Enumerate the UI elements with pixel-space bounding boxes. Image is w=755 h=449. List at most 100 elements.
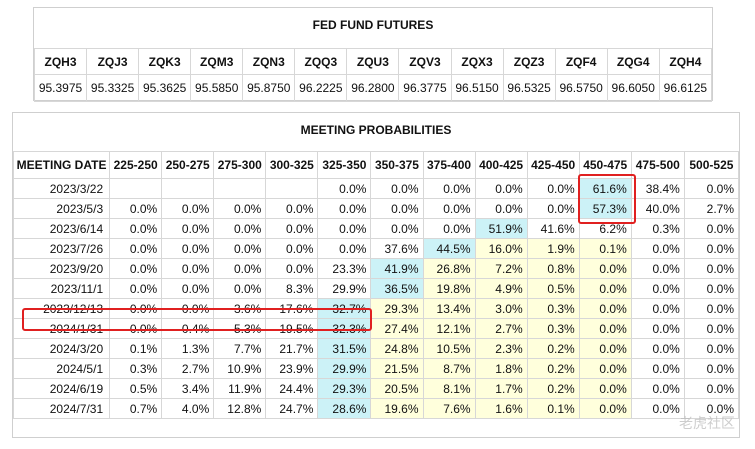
probability-cell: 23.9% [265,358,319,379]
probability-cell: 8.1% [422,378,476,399]
rate-range-header: 350-375 [370,151,424,179]
probability-cell: 10.9% [213,358,267,379]
probability-cell: 0.0% [109,238,163,259]
probability-cell: 0.0% [578,378,632,399]
probability-cell: 0.0% [213,238,267,259]
probability-cell: 12.1% [422,318,476,339]
probability-cell: 32.3% [317,318,372,339]
probability-cell: 0.0% [317,178,372,199]
probability-cell: 19.6% [370,398,424,419]
rate-range-header: 475-500 [630,151,685,179]
probability-cell: 0.0% [578,398,632,419]
probability-cell: 2.7% [474,318,528,339]
meeting-date-cell: 2023/3/22 [12,178,111,199]
probability-cell: 0.0% [317,198,372,219]
probability-cell: 11.9% [213,378,267,399]
fed-futures-header-row: ZQH3 ZQJ3 ZQK3 ZQM3 ZQN3 ZQQ3 ZQU3 ZQV3 ZQX3 ZQZ3… [33,48,713,75]
probability-cell: 0.5% [526,278,580,299]
probability-cell: 37.6% [370,238,424,259]
table-row: 2023/9/20 0.0% 0.0% 0.0% 0.0% 23.3% 41.9% 26.8%… [12,258,740,279]
contract-price: 95.3625 [138,74,192,102]
probability-cell: 0.0% [683,338,740,359]
rate-range-header: 400-425 [474,151,528,179]
contract-price: 96.6050 [606,74,660,102]
probability-cell: 10.5% [422,338,476,359]
probability-cell: 41.6% [526,218,580,239]
probability-cell: 0.0% [630,258,685,279]
probability-cell: 0.0% [161,218,215,239]
probability-cell [213,178,267,199]
probability-cell: 24.4% [265,378,319,399]
contract-code: ZQH3 [33,48,88,75]
probability-cell: 0.0% [630,298,685,319]
probability-cell: 0.1% [109,338,163,359]
probability-cell: 0.3% [109,358,163,379]
probability-cell: 0.0% [370,198,424,219]
probability-cell [109,178,163,199]
probability-cell: 0.0% [683,258,740,279]
probability-cell: 19.8% [422,278,476,299]
probability-cell: 0.0% [422,198,476,219]
table-row: 2023/11/1 0.0% 0.0% 0.0% 8.3% 29.9% 36.5% 19.8%… [12,278,740,299]
probability-cell: 0.0% [213,258,267,279]
probability-cell: 13.4% [422,298,476,319]
probability-cell: 0.0% [109,198,163,219]
probability-cell: 0.0% [474,178,528,199]
probability-cell: 1.3% [161,338,215,359]
probability-cell: 0.3% [526,318,580,339]
probability-cell: 0.0% [683,358,740,379]
probability-cell: 28.6% [317,398,372,419]
probability-cell: 0.5% [109,378,163,399]
probability-cell: 7.7% [213,338,267,359]
probability-cell: 2.7% [683,198,740,219]
table-row: 2023/6/14 0.0% 0.0% 0.0% 0.0% 0.0% 0.0% 0.0% 51.… [12,218,740,239]
probability-cell: 0.0% [683,398,740,419]
probability-cell: 0.0% [630,318,685,339]
contract-price: 96.2800 [346,74,400,102]
probability-cell: 51.9% [474,218,528,239]
table-row: 2024/3/20 0.1% 1.3% 7.7% 21.7% 31.5% 24.8% 10.5… [12,338,740,359]
probability-cell: 61.6% [578,178,632,199]
probability-cell: 0.0% [578,298,632,319]
probability-cell: 0.0% [161,238,215,259]
probability-cell: 6.2% [578,218,632,239]
contract-price: 95.3325 [86,74,140,102]
probability-cell: 4.0% [161,398,215,419]
fed-fund-futures-title: FED FUND FUTURES [312,18,434,32]
probability-cell: 0.0% [578,258,632,279]
probability-cell: 0.0% [422,218,476,239]
probability-cell: 41.9% [370,258,424,279]
probability-cell: 0.0% [317,218,372,239]
contract-code: ZQF4 [554,48,608,75]
watermark: 老虎社区 [679,415,735,431]
probability-cell: 36.5% [370,278,424,299]
contract-code: ZQG4 [606,48,660,75]
probability-cell: 0.0% [630,278,685,299]
probability-cell: 0.0% [109,278,163,299]
contract-code: ZQK3 [138,48,192,75]
probability-cell: 0.0% [109,258,163,279]
table-row: 2023/3/22 0.0% 0.0% 0.0% 0.0% 0.0% 61.6% 38.4% 0… [12,178,740,199]
probability-cell: 0.0% [422,178,476,199]
probability-cell: 57.3% [578,198,632,219]
probability-cell: 0.0% [683,278,740,299]
probability-cell: 0.2% [526,358,580,379]
meeting-probabilities-table: MEETING DATE 225-250 250-275 275-300 300-325… [12,151,740,419]
probability-cell: 0.0% [213,278,267,299]
contract-price: 96.6125 [658,74,713,102]
probability-cell: 0.1% [578,238,632,259]
rate-range-header: 300-325 [265,151,319,179]
probability-cell: 16.0% [474,238,528,259]
table-row: 2023/7/26 0.0% 0.0% 0.0% 0.0% 0.0% 37.6% 44.5% 1… [12,238,740,259]
rate-range-header: 425-450 [526,151,580,179]
probability-cell: 0.0% [683,238,740,259]
probability-cell: 0.0% [630,398,685,419]
meeting-probabilities-title: MEETING PROBABILITIES [300,123,452,137]
probability-cell: 29.9% [317,278,372,299]
fed-fund-futures-panel: FED FUND FUTURES ZQH3 ZQJ3 ZQK3 ZQM3 ZQN3 ZQQ… [33,7,713,102]
meeting-body: 2023/3/22 0.0% 0.0% 0.0% 0.0% 0.0% 61.6% 38.4% 0… [12,178,740,419]
probability-cell: 0.0% [578,338,632,359]
probability-cell: 1.8% [474,358,528,379]
probability-cell: 3.4% [161,378,215,399]
probability-cell: 0.0% [213,198,267,219]
